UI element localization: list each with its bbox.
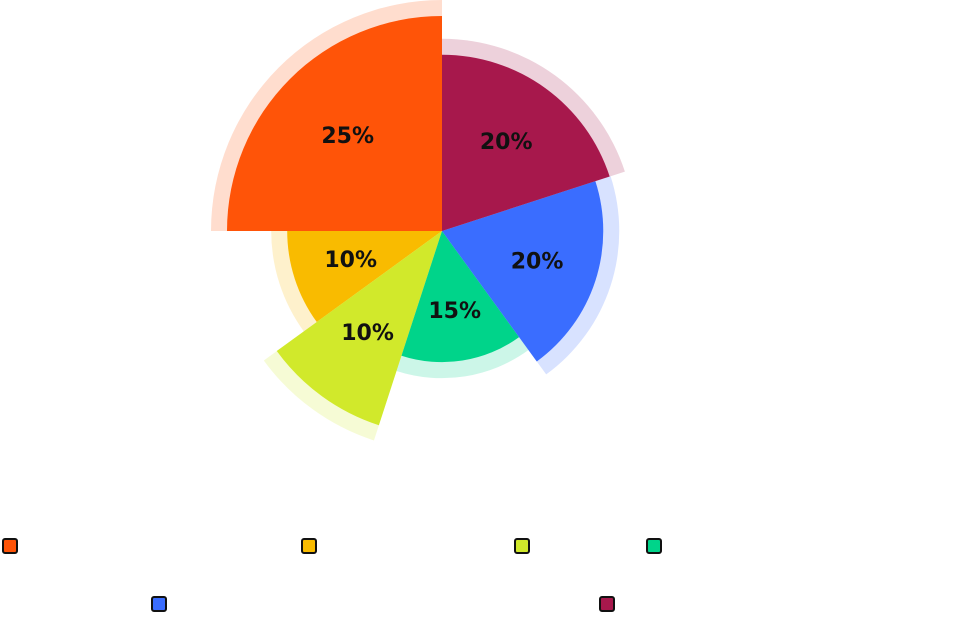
slice-percent-label: 20% bbox=[511, 249, 564, 274]
pie-slice bbox=[276, 231, 442, 426]
pie-slice bbox=[442, 54, 610, 232]
pie-slice bbox=[287, 231, 442, 322]
legend-swatch bbox=[646, 538, 662, 554]
legend-swatch bbox=[514, 538, 530, 554]
slice-percent-label: 10% bbox=[324, 248, 377, 273]
slice-percent-label: 15% bbox=[428, 299, 481, 324]
slice-percent-label: 25% bbox=[321, 124, 374, 149]
slice-percent-label: 10% bbox=[341, 321, 394, 346]
pie-slice bbox=[401, 231, 520, 363]
slice-percent-label: 20% bbox=[480, 130, 533, 155]
pie-slice bbox=[227, 16, 442, 231]
legend-swatch bbox=[151, 596, 167, 612]
pie-slice bbox=[442, 181, 604, 362]
legend-swatch bbox=[599, 596, 615, 612]
legend-swatch bbox=[2, 538, 18, 554]
slice-layer bbox=[227, 16, 610, 426]
label-layer: 25% 10% 10% 15% 20% 20% bbox=[321, 124, 563, 346]
legend-swatch bbox=[301, 538, 317, 554]
